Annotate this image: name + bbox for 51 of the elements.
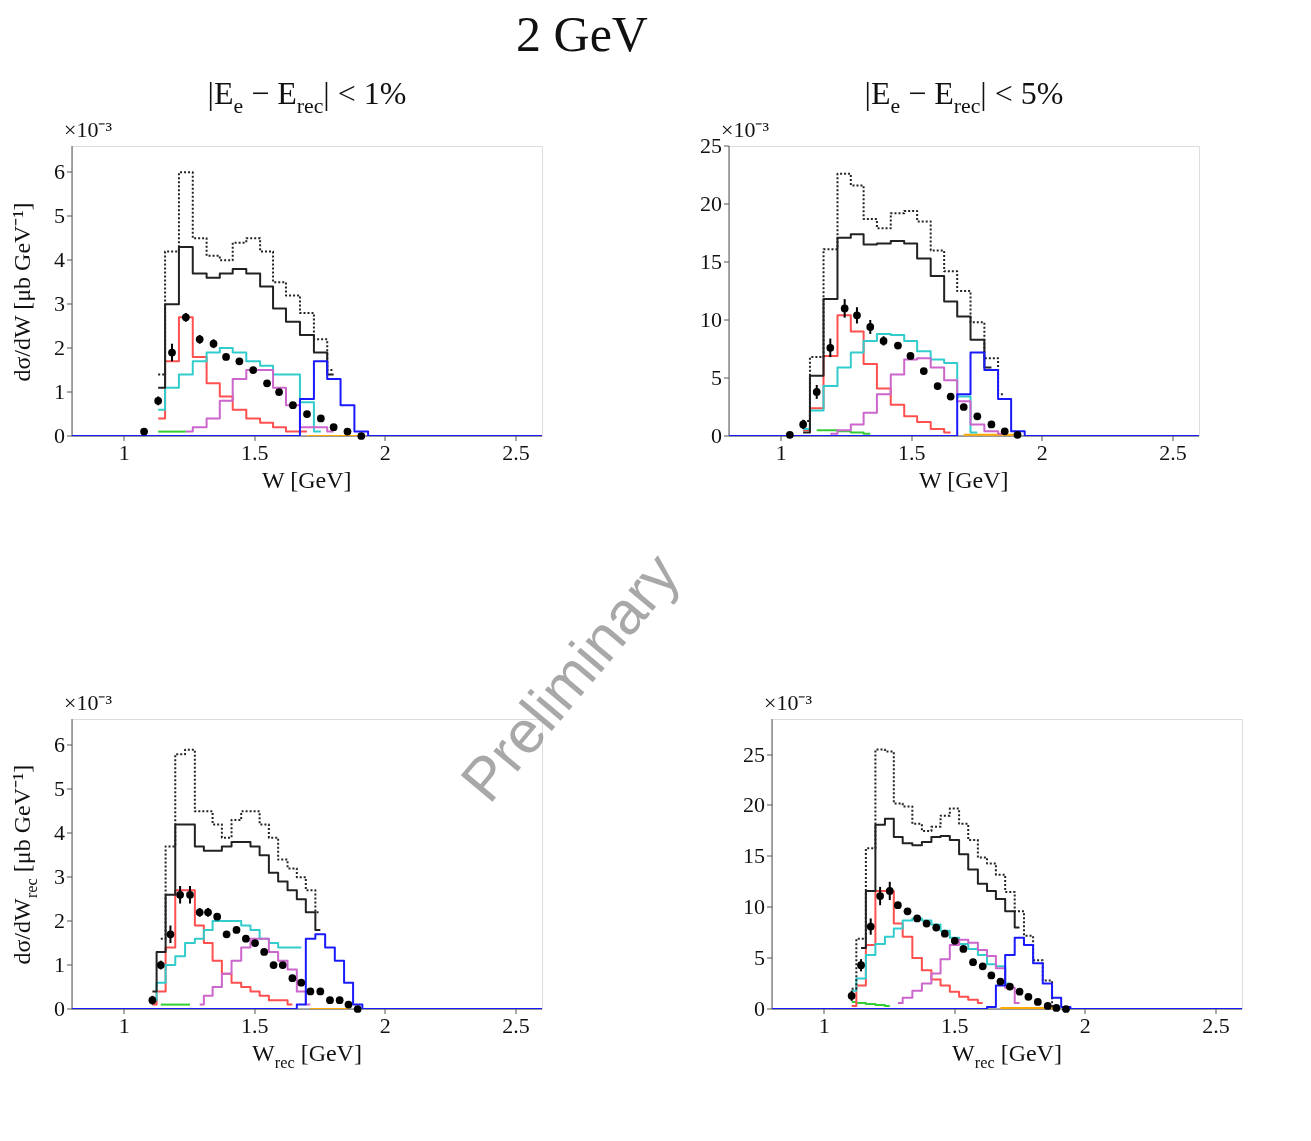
text: ×10⁻³ — [64, 117, 113, 142]
x-tick-label: 2 — [379, 440, 391, 465]
x-tick-label: 1.5 — [241, 440, 269, 465]
x-tick-label: 2.5 — [1202, 1013, 1230, 1038]
x-tick-label: 2 — [379, 1013, 391, 1038]
y-tick-label: 5 — [54, 776, 65, 802]
x-tick-label: 1 — [118, 1013, 130, 1038]
x-tick-label: 1 — [818, 1013, 830, 1038]
y-tick-label: 5 — [54, 203, 65, 229]
y-tick-label: 10 — [700, 307, 722, 332]
y-tick-label: 5 — [711, 365, 722, 390]
y-tick-label: 0 — [54, 996, 65, 1021]
y-axis-title: dσ/dW [μb GeV⁻¹] — [9, 202, 35, 382]
y-tick-label: 0 — [54, 423, 65, 448]
x-tick-label: 2.5 — [1159, 440, 1187, 465]
x-tick-label: 1.5 — [241, 1013, 269, 1038]
y-tick-label: 0 — [754, 996, 765, 1021]
y-tick-label: 3 — [54, 864, 65, 890]
text: ×10⁻³ — [764, 690, 813, 715]
y-tick-label: 15 — [743, 843, 765, 869]
y-tick-label: 15 — [700, 249, 722, 274]
text: ×10⁻³ — [64, 690, 113, 715]
text: ×10⁻³ — [721, 117, 770, 142]
y-tick-label: 6 — [54, 732, 65, 758]
y-tick-label: 20 — [700, 191, 722, 216]
chart-title: 2 GeV — [516, 6, 648, 62]
y-tick-label: 6 — [54, 159, 65, 185]
y-tick-label: 25 — [700, 133, 722, 158]
y-axis-title: dσ/dWrec [μb GeV⁻¹] — [9, 764, 41, 965]
x-tick-label: 2.5 — [502, 1013, 530, 1038]
y-tick-label: 10 — [743, 894, 765, 920]
x-tick-label: 1 — [118, 440, 130, 465]
x-tick-label: 1.5 — [941, 1013, 969, 1038]
x-tick-label: 2.5 — [502, 440, 530, 465]
y-tick-label: 2 — [54, 335, 65, 361]
x-tick-label: 2 — [1079, 1013, 1091, 1038]
y-tick-label: 0 — [711, 423, 722, 448]
x-axis-title: W [GeV] — [262, 467, 352, 493]
x-tick-label: 2 — [1036, 440, 1048, 465]
y-tick-label: 4 — [54, 247, 65, 273]
y-tick-label: 2 — [54, 908, 65, 934]
y-tick-label: 3 — [54, 291, 65, 317]
y-tick-label: 25 — [743, 741, 765, 767]
y-tick-label: 20 — [743, 792, 765, 818]
y-tick-label: 1 — [54, 379, 65, 405]
x-axis-title: W [GeV] — [919, 467, 1009, 493]
y-tick-label: 1 — [54, 952, 65, 978]
x-tick-label: 1 — [775, 440, 787, 465]
y-tick-label: 5 — [754, 945, 765, 971]
x-tick-label: 1.5 — [898, 440, 926, 465]
y-tick-label: 4 — [54, 820, 65, 846]
